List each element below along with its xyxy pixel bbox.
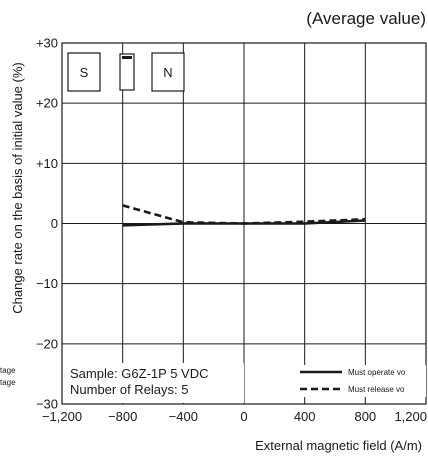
magnet-s-box — [67, 52, 101, 92]
series-group — [122, 204, 366, 227]
relay-body — [119, 53, 135, 91]
x-axis-label: External magnetic field (A/m) — [255, 438, 422, 453]
left-legend-fragment-2: tage — [0, 378, 16, 387]
magnet-n-label: N — [163, 65, 172, 80]
x-tick-label: −1,200 — [42, 409, 82, 424]
magnet-s-label: S — [80, 65, 89, 80]
x-tick-label: 0 — [240, 409, 247, 424]
x-tick-label: 1,200 — [394, 409, 427, 424]
x-tick-label: 800 — [354, 409, 376, 424]
relays-annotation: Number of Relays: 5 — [70, 382, 189, 397]
y-tick-label: −10 — [36, 276, 58, 291]
x-tick-label: 400 — [294, 409, 316, 424]
left-legend-fragment-1: tage — [0, 366, 16, 375]
x-tick-label: −400 — [169, 409, 198, 424]
y-tick-label: +30 — [36, 36, 58, 51]
y-axis-label: Change rate on the basis of initial valu… — [10, 62, 25, 313]
legend-operate-label: Must operate vo — [348, 368, 406, 377]
legend-box — [296, 365, 426, 397]
annotation-box — [64, 363, 244, 403]
magnet-n-box — [151, 52, 185, 92]
y-tick-labels: +30 +20 +10 0 −10 −20 −30 — [36, 36, 58, 412]
y-tick-label: 0 — [51, 216, 58, 231]
y-tick-label: +20 — [36, 96, 58, 111]
grid — [62, 43, 426, 404]
y-tick-label: +10 — [36, 156, 58, 171]
y-tick-label: −20 — [36, 336, 58, 351]
y-tick-label: −30 — [36, 397, 58, 412]
legend-release-label: Must release vo — [348, 385, 405, 394]
series-must-release-line — [122, 204, 366, 225]
chart-title: (Average value) — [306, 9, 426, 28]
x-tick-label: −800 — [108, 409, 137, 424]
relay-cap — [122, 56, 132, 59]
magnet-diagram: S N — [67, 52, 185, 92]
x-tick-labels: −1,200 −800 −400 0 400 800 1,200 — [42, 409, 427, 424]
sample-annotation: Sample: G6Z-1P 5 VDC — [70, 366, 208, 381]
